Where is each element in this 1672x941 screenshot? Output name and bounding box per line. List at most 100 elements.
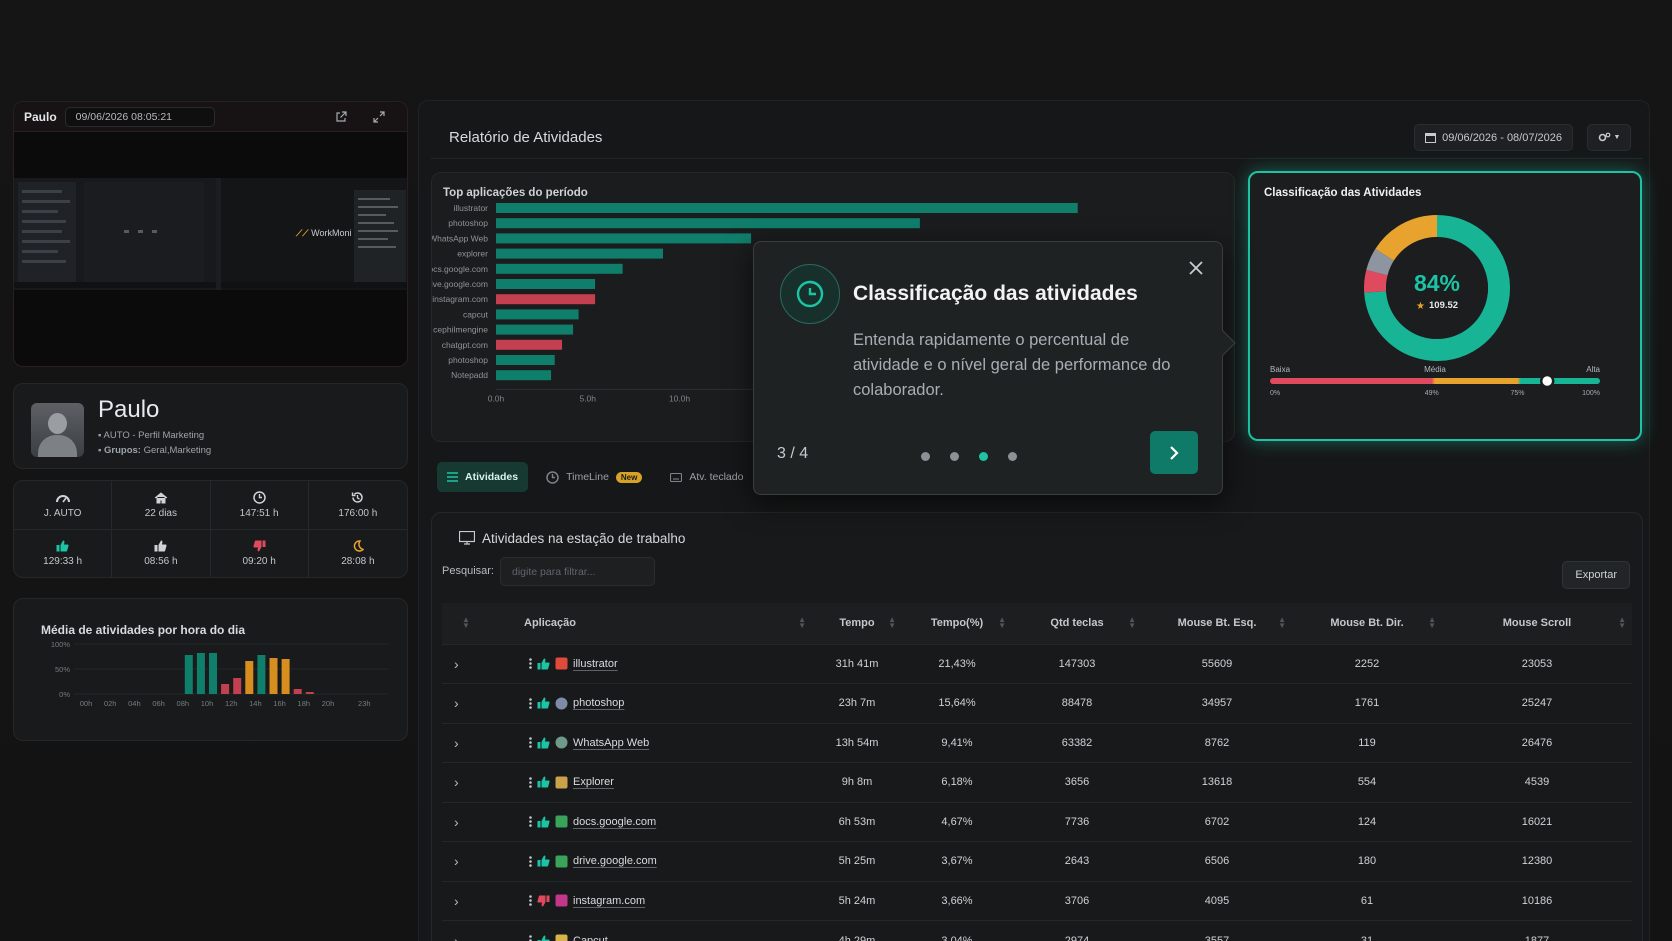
thumbs-up-icon[interactable] [537,855,550,867]
hourly-bar[interactable] [293,689,302,694]
close-icon[interactable] [1184,256,1208,280]
hourly-bar[interactable] [233,678,242,694]
sort-icon[interactable]: ▲ ▼ [1618,615,1626,630]
sort-icon[interactable]: ▲ ▼ [998,615,1006,630]
sort-icon[interactable]: ▲ ▼ [888,615,896,630]
sort-icon[interactable]: ▲ ▼ [1428,615,1436,630]
search-input[interactable] [500,557,655,586]
top-apps-bar[interactable] [496,218,920,229]
top-apps-bar[interactable] [496,279,596,289]
app-name-link[interactable]: WhatsApp Web [573,736,650,749]
hourly-bar[interactable] [184,655,193,694]
kebab-menu-icon[interactable] [529,935,532,941]
hourly-bar[interactable] [245,661,254,694]
top-apps-bar[interactable] [496,294,596,305]
column-header[interactable]: Tempo ▲ ▼ [812,603,902,644]
step-dot[interactable] [950,452,959,461]
sort-icon[interactable]: ▲ ▼ [1128,615,1136,630]
thumbs-up-icon[interactable] [537,737,550,749]
table-row[interactable]: › illustrator 31h 41m 21,43% 147303 55609 2252… [442,644,1632,684]
top-apps-bar[interactable] [496,233,752,244]
thumbs-up-icon[interactable] [537,658,550,670]
thumbs-down-icon[interactable] [537,895,550,907]
tab-atv-teclado[interactable]: Atv. teclado [660,462,753,492]
app-name-link[interactable]: instagram.com [573,894,646,907]
hourly-bar[interactable] [196,653,205,694]
donut-slice-improdutivo[interactable] [1364,269,1388,293]
hourly-bar[interactable] [209,653,217,694]
external-link-icon[interactable] [335,110,347,123]
kebab-menu-icon[interactable] [529,776,532,788]
app-name-link[interactable]: illustrator [573,657,618,670]
tab-atividades[interactable]: Atividades [437,462,529,492]
app-name-link[interactable]: photoshop [573,697,625,710]
caret-down-icon: ▼ [1613,134,1621,141]
donut-slice-neutro[interactable] [1375,215,1438,262]
chevron-right-icon[interactable]: › [454,734,459,751]
top-apps-bar[interactable] [496,339,563,350]
column-header[interactable]: Mouse Scroll ▲ ▼ [1442,603,1632,644]
kebab-menu-icon[interactable] [529,737,532,749]
column-header[interactable]: Mouse Bt. Esq. ▲ ▼ [1142,603,1292,644]
table-row[interactable]: › photoshop 23h 7m 15,64% 88478 34957 1761 2524… [442,683,1632,724]
app-name-link[interactable]: Explorer [573,776,614,789]
hourly-bar[interactable] [257,655,266,694]
chevron-right-icon[interactable]: › [454,892,459,909]
thumbs-up-icon[interactable] [537,935,550,941]
top-apps-bar[interactable] [496,263,623,274]
column-header[interactable]: Qtd teclas ▲ ▼ [1012,603,1142,644]
step-dot[interactable] [921,452,930,461]
sort-icon[interactable]: ▲ ▼ [798,615,806,630]
table-row[interactable]: › docs.google.com 6h 53m 4,67% 7736 6702 124 16… [442,802,1632,842]
preview-datetime[interactable]: 09/06/2026 08:05:21 [64,106,215,127]
sort-icon[interactable]: ▲ ▼ [1278,615,1286,630]
table-row[interactable]: › Explorer 9h 8m 6,18% 3656 13618 554 4539 [442,762,1632,803]
donut-slice-ocioso[interactable] [1366,248,1395,276]
next-step-button[interactable] [1150,431,1198,474]
thumbs-up-icon[interactable] [537,697,550,709]
chevron-right-icon[interactable]: › [454,695,459,712]
kebab-menu-icon[interactable] [529,658,532,670]
chevron-right-icon[interactable]: › [454,655,459,672]
column-header[interactable]: Tempo(%) ▲ ▼ [902,603,1012,644]
chevron-right-icon[interactable]: › [454,774,459,791]
thumbs-up-icon[interactable] [537,816,550,828]
top-apps-bar[interactable] [496,324,574,335]
date-range-picker[interactable]: 09/06/2026 - 08/07/2026 [1414,124,1573,151]
top-apps-bar[interactable] [496,370,552,381]
table-row[interactable]: › Capcut 4h 29m 3,04% 2974 3557 31 1877 [442,920,1632,941]
hourly-bar[interactable] [281,659,290,694]
top-apps-bar[interactable] [496,248,663,259]
step-dot[interactable] [1008,452,1017,461]
table-row[interactable]: › instagram.com 5h 24m 3,66% 3706 4095 61 10186 [442,881,1632,921]
table-row[interactable]: › drive.google.com 5h 25m 3,67% 2643 6506 180 1… [442,841,1632,882]
chevron-right-icon[interactable]: › [454,813,459,830]
tab-timeline[interactable]: TimeLine New [536,462,652,492]
thumbs-up-icon[interactable] [537,776,550,788]
settings-dropdown-button[interactable]: ▼ [1587,124,1631,151]
hourly-bar[interactable] [221,684,230,694]
top-apps-bar[interactable] [496,309,579,320]
export-button[interactable]: Exportar [1562,561,1630,589]
top-apps-bar[interactable] [496,203,1078,213]
expand-icon[interactable] [373,110,385,123]
app-name-link[interactable]: Capcut [573,934,608,941]
step-dot[interactable] [979,452,988,461]
hourly-bar[interactable] [305,692,314,694]
chevron-right-icon[interactable]: › [454,853,459,870]
top-apps-bar[interactable] [496,355,555,365]
app-name-link[interactable]: docs.google.com [573,815,657,828]
sort-all-header[interactable]: ▲ ▼ [462,615,470,630]
app-name-link[interactable]: drive.google.com [573,855,657,868]
screen-thumbnail[interactable]: ⟋⟋ WorkMoni [14,178,407,290]
kebab-menu-icon[interactable] [529,855,532,867]
donut-slice-produtivo[interactable] [1364,215,1510,361]
kebab-menu-icon[interactable] [529,816,532,828]
hourly-bar[interactable] [269,658,278,694]
kebab-menu-icon[interactable] [529,697,532,709]
table-row[interactable]: › WhatsApp Web 13h 54m 9,41% 63382 8762 119 264… [442,723,1632,763]
column-header[interactable]: Mouse Bt. Dir. ▲ ▼ [1292,603,1442,644]
chevron-right-icon[interactable]: › [454,932,459,941]
column-header[interactable]: Aplicação ▲ ▼ [482,603,812,644]
kebab-menu-icon[interactable] [529,895,532,907]
